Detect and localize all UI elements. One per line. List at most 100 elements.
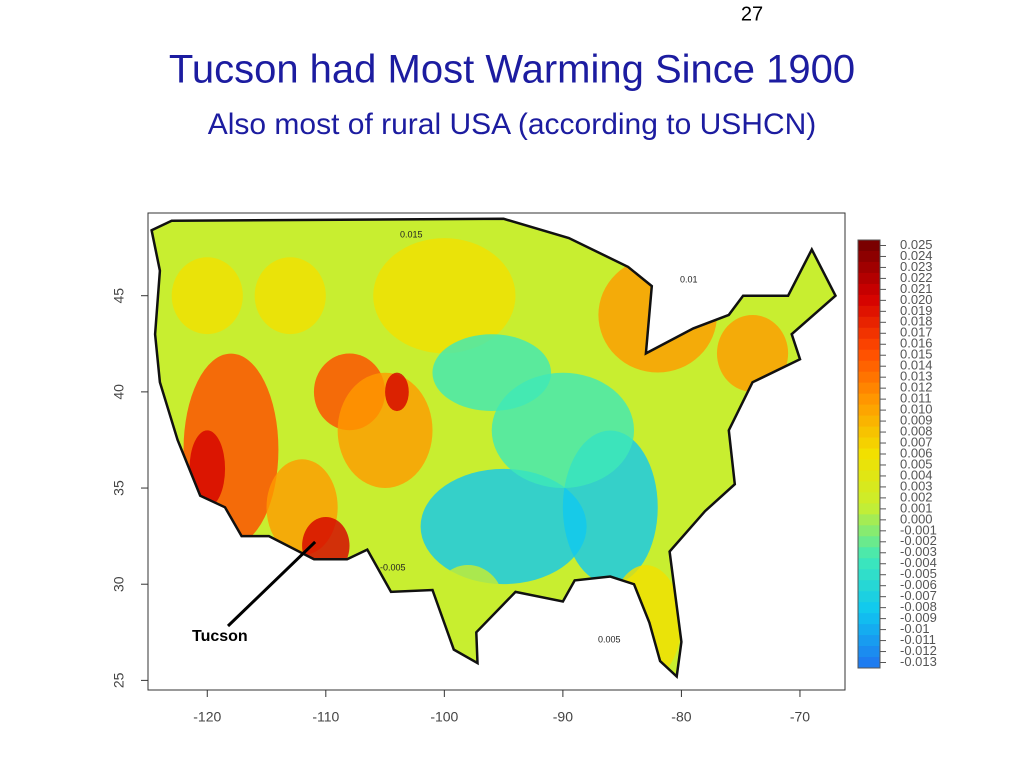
colorbar-label: 0.020	[900, 292, 933, 307]
colorbar-cell	[858, 272, 880, 285]
colorbar-label: -0.001	[900, 522, 937, 537]
colorbar-cell	[858, 250, 880, 263]
colorbar-cell	[858, 492, 880, 504]
colorbar-cell	[858, 569, 880, 581]
y-tick-label: 25	[111, 672, 127, 688]
colorbar-label: 0.011	[900, 391, 932, 406]
colorbar-cell	[858, 338, 880, 351]
colorbar-label: -0.004	[900, 555, 937, 570]
colorbar-cell	[858, 294, 880, 307]
colorbar-cell	[858, 503, 880, 515]
colorbar-label: 0.024	[900, 248, 933, 263]
colorbar-cell	[858, 360, 880, 373]
colorbar-cell	[858, 316, 880, 329]
colorbar-cell	[858, 415, 880, 428]
colorbar-cell	[858, 525, 880, 537]
colorbar-label: 0.018	[900, 314, 933, 329]
colorbar-label: 0.007	[900, 434, 933, 449]
x-tick-label: -120	[193, 709, 221, 725]
colorbar-label: -0.007	[900, 588, 937, 603]
x-tick-label: -110	[312, 709, 339, 725]
field-blob	[420, 468, 587, 585]
field-blob	[337, 372, 433, 488]
y-tick-label: 30	[111, 576, 127, 592]
colorbar-label: -0.013	[900, 654, 937, 669]
contour-label: -0.005	[380, 562, 406, 572]
colorbar-cell	[858, 481, 880, 493]
map-frame	[147, 212, 846, 691]
colorbar-label: 0.008	[900, 423, 933, 438]
x-tick-label: -90	[553, 709, 573, 725]
colorbar-label: 0.014	[900, 358, 933, 373]
colorbar-label: -0.006	[900, 577, 937, 592]
colorbar-cell	[858, 591, 880, 603]
colorbar-label: 0.022	[900, 270, 933, 285]
field-blob	[171, 257, 243, 335]
colorbar-cell	[858, 404, 880, 417]
colorbar-cell	[858, 613, 880, 625]
colorbar-label: 0.002	[900, 489, 933, 504]
colorbar-label: -0.005	[900, 566, 937, 581]
colorbar-label: -0.012	[900, 643, 937, 658]
coastline	[150, 217, 838, 680]
colorbar-cell	[858, 580, 880, 592]
colorbar-label: -0.002	[900, 533, 937, 548]
y-tick-label: 35	[111, 480, 127, 496]
colorbar-cell	[858, 635, 880, 647]
annotation: Tucson	[192, 628, 248, 645]
colorbar-cell	[858, 240, 880, 252]
field-blob	[254, 257, 326, 335]
map: 0.015 0.01 0.005 -0.005 Tucson	[150, 217, 838, 680]
colorbar-cell	[858, 327, 880, 340]
colorbar-cell	[858, 437, 880, 450]
colorbar-cell	[858, 624, 880, 636]
pointer	[226, 540, 317, 628]
colorbar-label: -0.003	[900, 544, 937, 559]
colorbar-cell	[858, 349, 880, 362]
colorbar-cell	[858, 393, 880, 406]
colorbar-frame	[857, 239, 881, 669]
colorbar-label: 0.019	[900, 303, 933, 318]
colorbar-label: 0.000	[900, 511, 933, 526]
colorbar-label: 0.009	[900, 413, 933, 428]
colorbar-label: 0.025	[900, 237, 933, 252]
colorbar-cell	[858, 261, 880, 274]
y-tick-label: 45	[111, 288, 127, 304]
colorbar-label: 0.010	[900, 402, 933, 417]
field-blob	[432, 334, 552, 412]
colorbar-label: -0.01	[900, 621, 930, 636]
x-tick-label: -80	[671, 709, 691, 725]
x-tick-label: -70	[790, 709, 810, 725]
colorbar-cell	[858, 459, 880, 471]
colorbar-label: 0.003	[900, 478, 933, 493]
x-tick-label: -100	[430, 709, 458, 725]
contour-label: 0.015	[400, 229, 423, 239]
subtitle: Also most of rural USA (according to USH…	[208, 108, 817, 141]
colorbar-cell	[858, 305, 880, 318]
colorbar-cell	[858, 426, 880, 439]
colorbar-label: 0.015	[900, 347, 933, 362]
colorbar-label: 0.023	[900, 259, 933, 274]
colorbar-label: 0.021	[900, 281, 933, 296]
title: Tucson had Most Warming Since 1900	[169, 48, 855, 92]
colorbar-label: 0.004	[900, 467, 933, 482]
contour-label: 0.01	[680, 274, 698, 284]
colorbar-label: 0.001	[900, 500, 933, 515]
slide-number: 27	[741, 3, 763, 25]
colorbar-cell	[858, 448, 880, 460]
colorbar-cell	[858, 602, 880, 614]
field-blob	[385, 372, 409, 412]
colorbar-label: 0.017	[900, 325, 933, 340]
colorbar-label: 0.005	[900, 456, 933, 471]
colorbar-label: -0.008	[900, 599, 937, 614]
colorbar-cell	[858, 547, 880, 559]
colorbar-cell	[858, 558, 880, 570]
land	[151, 218, 836, 677]
colorbar-label: -0.011	[900, 632, 936, 647]
colorbar-cell	[858, 536, 880, 548]
field-blob	[373, 238, 516, 354]
colorbar-cell	[858, 514, 880, 526]
colorbar-cell	[858, 371, 880, 384]
colorbar-label: 0.006	[900, 445, 933, 460]
